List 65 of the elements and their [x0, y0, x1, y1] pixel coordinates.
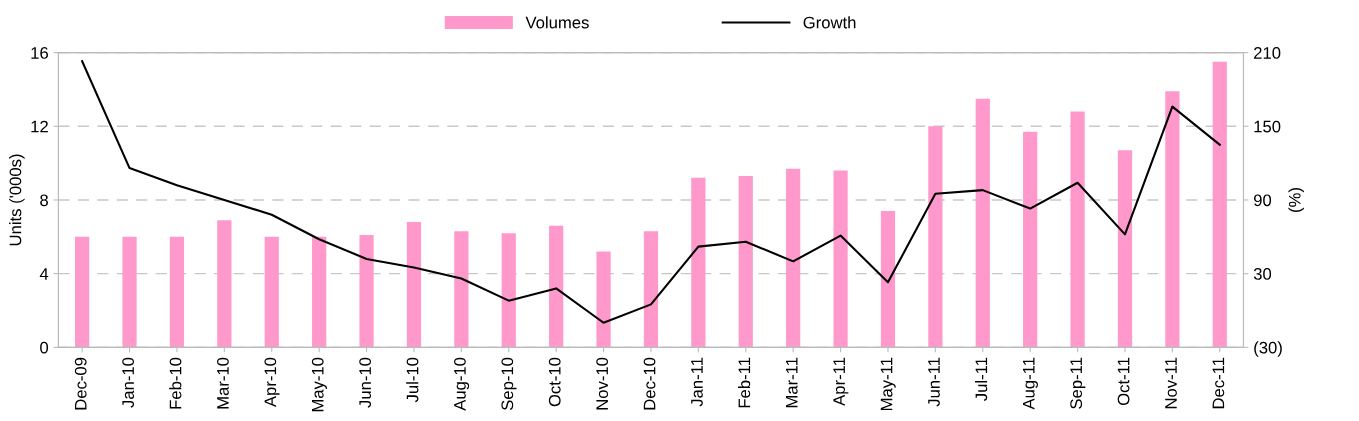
- x-tick-label: May-11: [880, 357, 896, 411]
- bar: [312, 236, 327, 348]
- y2-tick-label: (30): [1254, 341, 1282, 357]
- x-tick-label: Dec-10: [643, 357, 656, 410]
- x-tick-label: Aug-11: [1023, 357, 1038, 410]
- bar: [596, 251, 611, 348]
- x-tick-label: Dec-09: [74, 357, 87, 410]
- x-tick-label: May-10: [311, 357, 327, 412]
- x-tick-label: Oct-11: [1117, 357, 1130, 406]
- x-tick-label: Mar-10: [217, 357, 229, 409]
- bar: [169, 236, 185, 348]
- x-tick-label: Apr-11: [833, 357, 849, 406]
- legend-label: Growth: [803, 16, 856, 29]
- bar: [1165, 91, 1180, 348]
- y2-tick-label: 150: [1254, 120, 1281, 133]
- bar: [738, 176, 753, 348]
- x-tick-label: Mar-11: [786, 357, 798, 408]
- x-tick-label: Jul-11: [975, 357, 988, 401]
- bar: [406, 222, 422, 348]
- bar: [1212, 61, 1227, 348]
- y-axis-title: Units ('000s): [9, 154, 25, 246]
- y2-tick-label: 30: [1253, 268, 1272, 280]
- legend-label: Volumes: [525, 16, 589, 29]
- x-tick-label: Aug-10: [454, 357, 470, 411]
- x-tick-label: Apr-10: [264, 357, 280, 408]
- x-tick-label: Jun-10: [359, 357, 372, 408]
- bar: [880, 211, 896, 348]
- y-tick-label: 8: [40, 194, 48, 207]
- bar: [786, 168, 801, 348]
- y2-tick-label: 210: [1254, 47, 1281, 59]
- y-tick-label: 12: [31, 120, 48, 133]
- bar: [454, 231, 469, 348]
- x-tick-label: Jun-11: [928, 357, 940, 407]
- x-tick-label: Oct-10: [548, 357, 561, 407]
- line-series: [81, 60, 1221, 324]
- bar: [75, 236, 90, 348]
- x-tick-label: Jan-10: [122, 357, 135, 408]
- bar: [1070, 111, 1085, 348]
- y2-axis-title: (%): [1288, 188, 1304, 212]
- y-tick-label: 16: [31, 47, 48, 59]
- x-tick-label: Feb-10: [169, 357, 182, 409]
- x-tick-label: Sep-10: [501, 357, 517, 411]
- bar: [928, 126, 943, 348]
- bar: [501, 233, 516, 348]
- x-tick-label: Feb-11: [738, 357, 751, 408]
- bar: [359, 234, 374, 348]
- bar: [691, 177, 706, 348]
- y-tick-label: 0: [40, 341, 49, 354]
- bar: [217, 220, 232, 348]
- y-tick-label: 4: [39, 268, 49, 280]
- bar: [1023, 131, 1038, 348]
- bar: [643, 231, 659, 348]
- x-tick-label: Dec-11: [1212, 357, 1225, 409]
- bar: [1117, 150, 1133, 348]
- x-tick-label: Jul-10: [406, 357, 419, 403]
- x-tick-label: Sep-11: [1070, 357, 1086, 409]
- y2-tick-label: 90: [1253, 194, 1272, 207]
- x-tick-label: Jan-11: [691, 357, 703, 407]
- bar: [833, 170, 848, 348]
- x-tick-label: Nov-10: [596, 357, 609, 410]
- bar: [549, 225, 564, 348]
- bar: [975, 98, 990, 348]
- bar: [122, 236, 137, 348]
- x-tick-label: Nov-11: [1165, 357, 1177, 409]
- bar: [264, 236, 279, 348]
